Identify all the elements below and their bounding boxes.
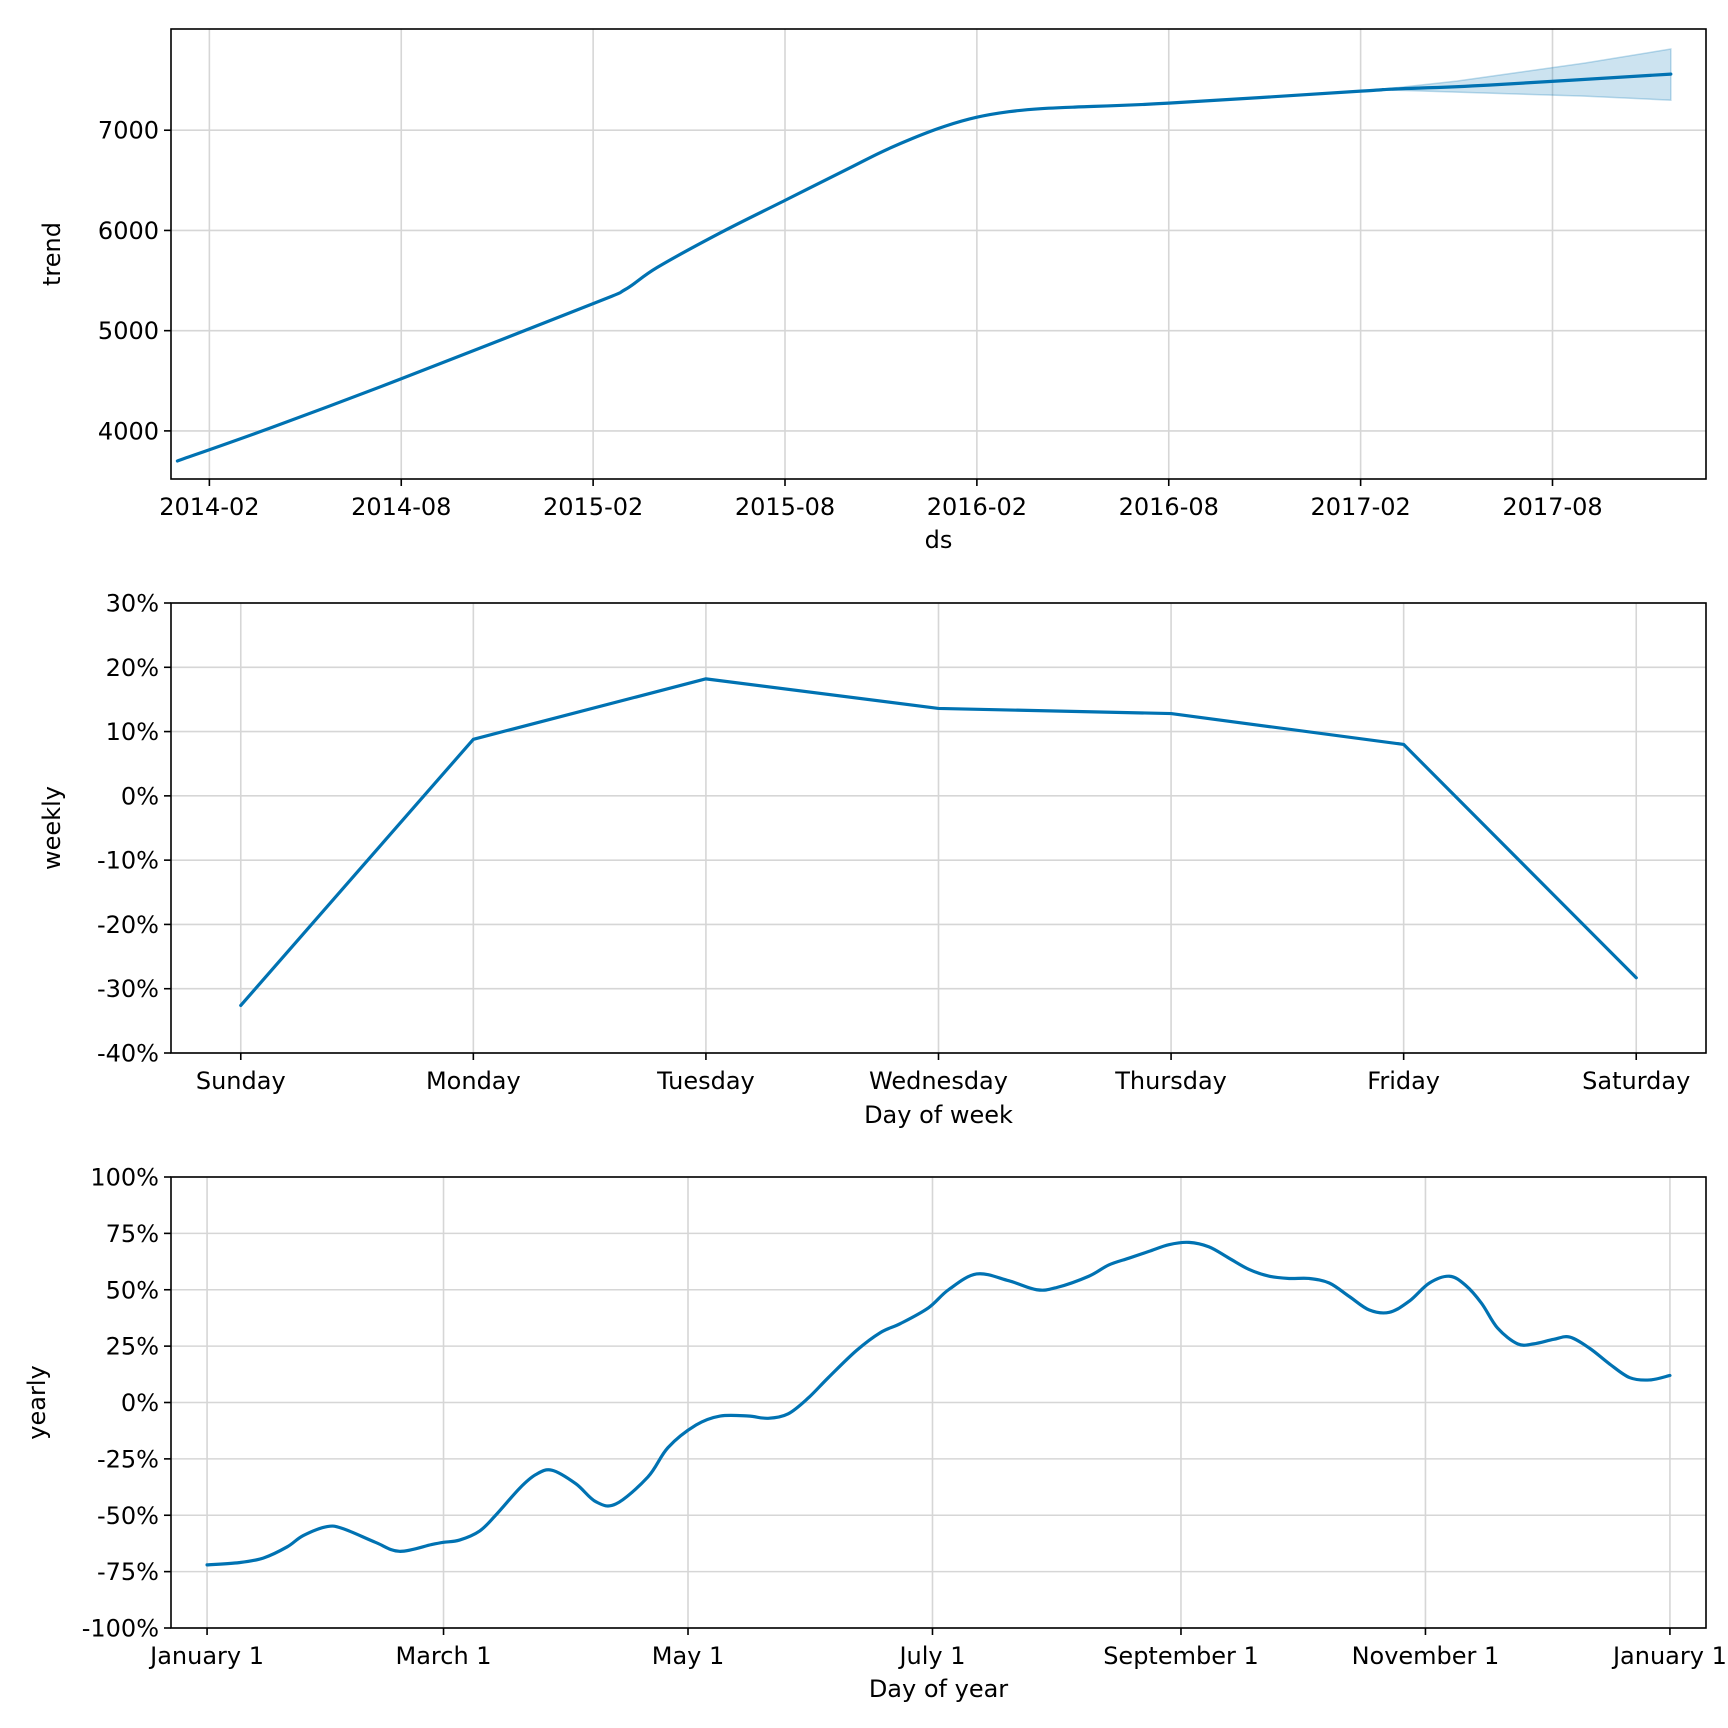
- trend-x-axis-label: ds: [925, 526, 953, 554]
- weekly-x-tick-label: Wednesday: [869, 1067, 1008, 1095]
- yearly-y-tick-label: 50%: [106, 1276, 159, 1304]
- weekly-line: [239, 677, 1638, 1008]
- yearly-y-tick-label: -75%: [97, 1558, 159, 1586]
- yearly-x-tick-label: January 1: [1611, 1642, 1727, 1670]
- weekly-y-tick-label: 10%: [106, 718, 159, 746]
- yearly-x-tick-label: July 1: [897, 1642, 965, 1670]
- weekly-x-tick-label: Monday: [426, 1067, 521, 1095]
- yearly-y-tick-label: -100%: [82, 1615, 159, 1643]
- yearly-x-axis-label: Day of year: [869, 1675, 1008, 1703]
- trend-y-tick-label: 4000: [98, 417, 159, 445]
- weekly-y-tick-label: -10%: [97, 847, 159, 875]
- weekly-x-tick-label: Sunday: [196, 1067, 286, 1095]
- trend-y-tick-label: 5000: [98, 317, 159, 345]
- trend-y-axis-label: trend: [38, 222, 66, 286]
- trend-x-tick-label: 2017-02: [1310, 493, 1410, 521]
- yearly-y-tick-label: 75%: [106, 1220, 159, 1248]
- weekly-x-tick-label: Saturday: [1582, 1067, 1690, 1095]
- yearly-x-tick-label: September 1: [1103, 1642, 1259, 1670]
- weekly-ticks: Sunday Monday Tuesday Wednesday Thursday Frid…: [97, 590, 1690, 1096]
- trend-x-tick-label: 2014-08: [351, 493, 451, 521]
- yearly-panel: January 1 March 1 May 1 July 1 September 1 No…: [23, 1164, 1727, 1704]
- trend-axes-frame: [170, 28, 1707, 480]
- trend-x-tick-label: 2016-02: [927, 493, 1027, 521]
- trend-x-tick-label: 2015-08: [735, 493, 835, 521]
- weekly-y-tick-label: -20%: [97, 911, 159, 939]
- yearly-y-tick-label: 100%: [90, 1164, 159, 1192]
- yearly-line: [205, 1240, 1672, 1567]
- yearly-x-tick-label: November 1: [1352, 1642, 1500, 1670]
- weekly-x-axis-label: Day of week: [864, 1101, 1013, 1129]
- weekly-x-tick-label: Tuesday: [656, 1067, 755, 1095]
- trend-x-tick-label: 2016-08: [1119, 493, 1219, 521]
- yearly-y-tick-label: -50%: [97, 1502, 159, 1530]
- weekly-y-tick-label: -30%: [97, 975, 159, 1003]
- yearly-y-axis-label: yearly: [23, 1365, 51, 1439]
- trend-line: [175, 72, 1673, 463]
- yearly-x-tick-label: January 1: [148, 1642, 264, 1670]
- trend-panel: 2014-02 2014-08 2015-02 2015-08 2016-02 2016-…: [38, 28, 1707, 554]
- weekly-x-tick-label: Friday: [1367, 1067, 1440, 1095]
- yearly-y-tick-label: 25%: [106, 1333, 159, 1361]
- weekly-panel: Sunday Monday Tuesday Wednesday Thursday Frid…: [38, 590, 1707, 1129]
- yearly-x-tick-label: May 1: [652, 1642, 725, 1670]
- yearly-x-tick-label: March 1: [396, 1642, 492, 1670]
- yearly-y-tick-label: 0%: [121, 1389, 159, 1417]
- trend-x-tick-label: 2017-08: [1502, 493, 1602, 521]
- weekly-y-tick-label: 20%: [106, 654, 159, 682]
- weekly-y-tick-label: 30%: [106, 590, 159, 618]
- yearly-ticks: January 1 March 1 May 1 July 1 September 1 No…: [82, 1164, 1727, 1671]
- trend-y-tick-label: 7000: [98, 117, 159, 145]
- trend-ticks: 2014-02 2014-08 2015-02 2015-08 2016-02 2016-…: [98, 117, 1603, 521]
- weekly-y-axis-label: weekly: [38, 786, 66, 870]
- weekly-y-tick-label: -40%: [97, 1040, 159, 1068]
- trend-x-tick-label: 2015-02: [543, 493, 643, 521]
- yearly-y-tick-label: -25%: [97, 1445, 159, 1473]
- trend-y-tick-label: 6000: [98, 217, 159, 245]
- weekly-x-tick-label: Thursday: [1114, 1067, 1227, 1095]
- trend-x-tick-label: 2014-02: [159, 493, 259, 521]
- weekly-y-tick-label: 0%: [121, 782, 159, 810]
